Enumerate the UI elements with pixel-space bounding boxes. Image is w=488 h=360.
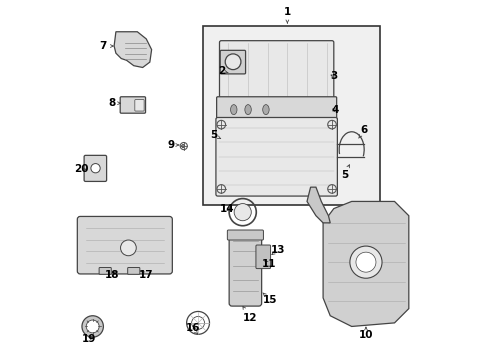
Circle shape — [121, 240, 136, 256]
Circle shape — [91, 163, 100, 173]
Text: 10: 10 — [358, 330, 372, 341]
Text: 5: 5 — [340, 170, 347, 180]
Text: 2: 2 — [217, 66, 224, 76]
Ellipse shape — [244, 105, 251, 114]
FancyBboxPatch shape — [227, 230, 263, 240]
Circle shape — [225, 54, 241, 69]
Circle shape — [349, 246, 381, 278]
FancyBboxPatch shape — [135, 100, 144, 111]
Text: 12: 12 — [242, 312, 257, 323]
FancyBboxPatch shape — [220, 50, 245, 74]
Polygon shape — [114, 32, 151, 67]
Bar — [203, 26, 380, 205]
Text: 15: 15 — [263, 295, 277, 305]
Text: 6: 6 — [360, 125, 367, 135]
Ellipse shape — [230, 105, 237, 114]
FancyBboxPatch shape — [127, 267, 140, 274]
Text: 13: 13 — [271, 245, 285, 255]
Text: 17: 17 — [139, 270, 153, 280]
Text: 4: 4 — [331, 105, 339, 115]
FancyBboxPatch shape — [84, 156, 106, 181]
Text: 8: 8 — [108, 98, 115, 108]
FancyBboxPatch shape — [99, 267, 111, 274]
FancyBboxPatch shape — [219, 41, 333, 100]
Text: 14: 14 — [219, 203, 233, 213]
Polygon shape — [306, 187, 329, 223]
Text: 20: 20 — [74, 164, 88, 174]
Circle shape — [234, 203, 251, 221]
Circle shape — [355, 252, 375, 272]
Circle shape — [191, 316, 204, 329]
FancyBboxPatch shape — [77, 216, 172, 274]
FancyBboxPatch shape — [229, 233, 261, 306]
Circle shape — [82, 316, 103, 337]
FancyBboxPatch shape — [120, 97, 145, 113]
Text: 1: 1 — [283, 7, 290, 17]
FancyBboxPatch shape — [216, 97, 336, 122]
FancyBboxPatch shape — [216, 117, 337, 196]
Text: 16: 16 — [185, 323, 200, 333]
Text: 9: 9 — [167, 140, 175, 150]
Text: 3: 3 — [329, 71, 337, 81]
Text: 19: 19 — [82, 334, 96, 344]
Polygon shape — [323, 202, 408, 327]
Polygon shape — [181, 144, 184, 148]
Ellipse shape — [262, 105, 268, 114]
Circle shape — [86, 320, 99, 333]
Text: 5: 5 — [210, 130, 217, 140]
Text: 18: 18 — [105, 270, 120, 280]
Text: 7: 7 — [100, 41, 107, 51]
FancyBboxPatch shape — [255, 245, 270, 269]
Text: 11: 11 — [261, 259, 276, 269]
